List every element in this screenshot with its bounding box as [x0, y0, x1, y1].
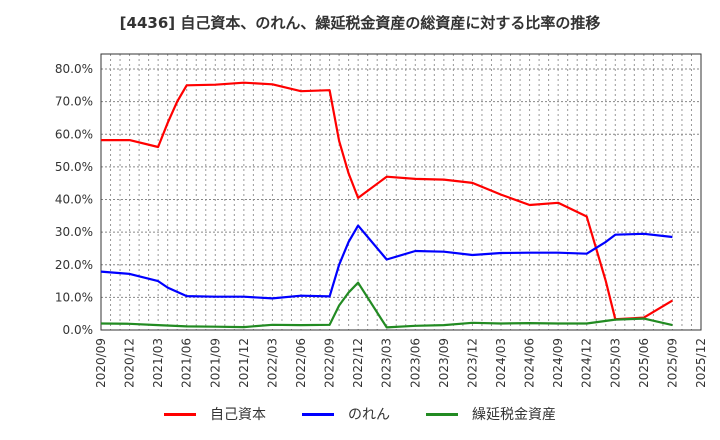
x-tick-label: 2022/03: [265, 338, 279, 388]
x-tick-label: 2023/12: [465, 338, 479, 388]
y-tick-label: 50.0%: [55, 160, 93, 174]
legend-item-deferred-tax: 繰延税金資産: [426, 404, 556, 424]
x-tick-label: 2024/06: [523, 338, 537, 388]
legend-swatch-green: [426, 412, 458, 416]
legend-label: のれん: [348, 407, 390, 423]
legend: 自己資本 のれん 繰延税金資産: [0, 404, 720, 424]
x-tick-label: 2023/03: [380, 338, 394, 388]
x-tick-label: 2023/09: [437, 338, 451, 388]
x-tick-label: 2021/09: [208, 338, 222, 388]
x-tick-label: 2025/03: [608, 338, 622, 388]
chart-title: [4436] 自己資本、のれん、繰延税金資産の総資産に対する比率の推移: [119, 14, 601, 32]
y-tick-label: 40.0%: [55, 193, 93, 207]
x-tick-label: 2022/12: [351, 338, 365, 388]
series-line: [100, 224, 673, 300]
y-tick-label: 30.0%: [55, 225, 93, 239]
x-tick-label: 2021/06: [180, 338, 194, 388]
legend-label: 繰延税金資産: [472, 407, 556, 423]
y-tick-label: 10.0%: [55, 290, 93, 304]
legend-item-goodwill: のれん: [302, 404, 390, 424]
legend-label: 自己資本: [210, 407, 266, 423]
x-tick-label: 2021/12: [237, 338, 251, 388]
series-line: [100, 281, 673, 329]
y-tick-label: 60.0%: [55, 127, 93, 141]
x-tick-label: 2021/03: [151, 338, 165, 388]
x-tick-label: 2025/12: [694, 338, 708, 388]
x-tick-label: 2020/12: [123, 338, 137, 388]
x-tick-label: 2024/03: [494, 338, 508, 388]
legend-swatch-blue: [302, 412, 334, 416]
y-tick-label: 0.0%: [63, 323, 94, 337]
plot-frame: [100, 53, 702, 331]
y-tick-label: 20.0%: [55, 258, 93, 272]
series-line: [101, 81, 673, 321]
x-tick-label: 2025/09: [665, 338, 679, 388]
y-tick-label: 80.0%: [55, 62, 93, 76]
x-tick-label: 2022/09: [323, 338, 337, 388]
x-tick-label: 2022/06: [294, 338, 308, 388]
legend-item-equity: 自己資本: [164, 404, 266, 424]
legend-swatch-red: [164, 412, 196, 416]
x-tick-label: 2025/06: [637, 338, 651, 388]
x-tick-label: 2020/09: [94, 338, 108, 388]
x-tick-label: 2023/06: [408, 338, 422, 388]
y-tick-label: 70.0%: [55, 95, 93, 109]
x-tick-label: 2024/09: [551, 338, 565, 388]
x-tick-label: 2024/12: [580, 338, 594, 388]
